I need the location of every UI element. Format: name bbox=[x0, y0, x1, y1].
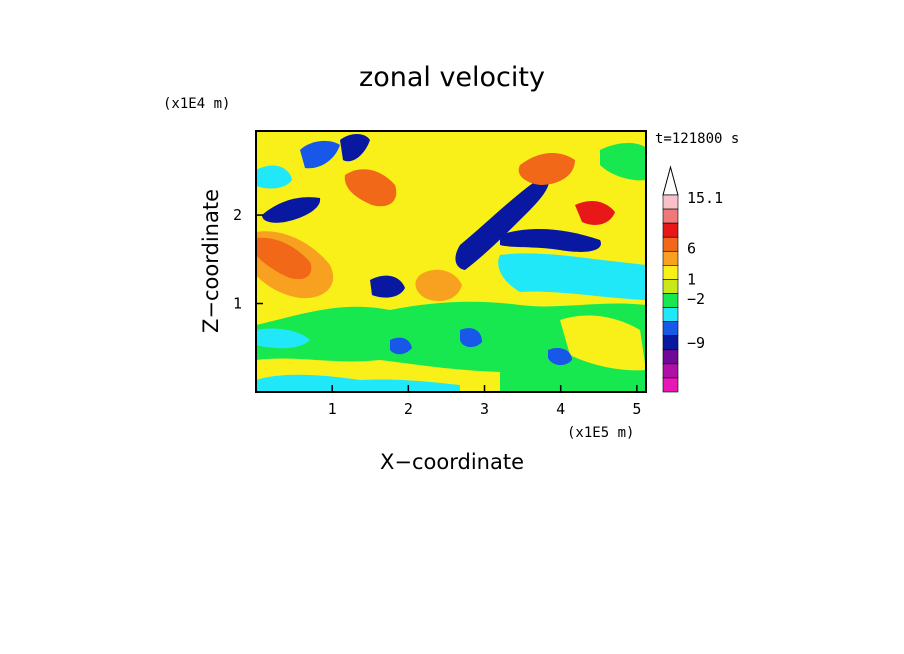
x-tick-label: 2 bbox=[404, 400, 413, 418]
x-tick-label: 1 bbox=[328, 400, 337, 418]
x-tick-label: 4 bbox=[556, 400, 565, 418]
colorbar-swatch bbox=[662, 293, 679, 308]
colorbar-swatch bbox=[662, 265, 679, 280]
colorbar-label: −2 bbox=[687, 290, 705, 308]
x-tick-label: 3 bbox=[480, 400, 489, 418]
colorbar-label: −9 bbox=[687, 334, 705, 352]
y-scale-label: (x1E4 m) bbox=[163, 96, 230, 112]
x-axis: 1 2 3 4 5 bbox=[328, 385, 641, 418]
x-axis-label: X−coordinate bbox=[380, 450, 524, 474]
region-blue-top bbox=[340, 134, 370, 162]
colorbar-swatch bbox=[662, 236, 679, 252]
colorbar-swatch bbox=[662, 377, 679, 393]
region-orange-center bbox=[415, 269, 462, 302]
region-red-right-upper bbox=[518, 153, 575, 185]
colorbar-swatch bbox=[662, 279, 679, 294]
colorbar-label: 6 bbox=[687, 239, 696, 257]
colorbar-swatch bbox=[662, 349, 679, 365]
region-red-left bbox=[256, 237, 312, 280]
colorbar-swatch bbox=[662, 363, 679, 379]
region-cyan-right bbox=[498, 253, 646, 300]
colorbar-swatch bbox=[662, 321, 679, 337]
region-blue-top-left bbox=[300, 140, 340, 169]
x-scale-label: (x1E5 m) bbox=[567, 425, 634, 441]
colorbar-swatch bbox=[662, 307, 679, 322]
colorbar-swatch bbox=[662, 208, 679, 224]
region-cyan-lower-left bbox=[256, 328, 310, 349]
heatmap-field bbox=[256, 131, 646, 392]
x-tick-label: 5 bbox=[632, 400, 641, 418]
region-cyan-left bbox=[256, 165, 292, 189]
region-red-mid-upper bbox=[344, 169, 397, 207]
region-blue-upper-left bbox=[262, 197, 321, 223]
colorbar-extension bbox=[662, 165, 679, 196]
y-tick-label: 2 bbox=[233, 206, 242, 224]
y-tick-label: 1 bbox=[233, 295, 242, 313]
region-blue-diagonal bbox=[455, 175, 550, 270]
colorbar-swatch bbox=[662, 222, 679, 238]
region-blue-mid bbox=[370, 275, 405, 298]
region-yellow-right bbox=[560, 315, 646, 371]
region-green-top-right bbox=[600, 143, 646, 181]
chart-title: zonal velocity bbox=[359, 62, 545, 93]
region-blue-lower-right bbox=[548, 348, 572, 366]
colorbar-label: 1 bbox=[687, 270, 696, 288]
y-axis: 12 bbox=[233, 206, 263, 313]
region-blue-lower-center bbox=[460, 328, 482, 348]
y-axis-label: Z−coordinate bbox=[199, 189, 223, 333]
colorbar-swatch bbox=[662, 335, 679, 351]
plot-frame bbox=[255, 130, 647, 393]
colorbar-label: 15.1 bbox=[687, 189, 723, 207]
region-blue-right bbox=[500, 228, 601, 252]
region-blue-lower bbox=[390, 337, 412, 355]
colorbar-swatch bbox=[662, 194, 679, 210]
colorbar: 15.1 6 1 −2 −9 bbox=[662, 165, 723, 393]
time-label: t=121800 s bbox=[655, 131, 739, 147]
region-red-right bbox=[575, 200, 615, 225]
colorbar-swatch bbox=[662, 250, 679, 266]
